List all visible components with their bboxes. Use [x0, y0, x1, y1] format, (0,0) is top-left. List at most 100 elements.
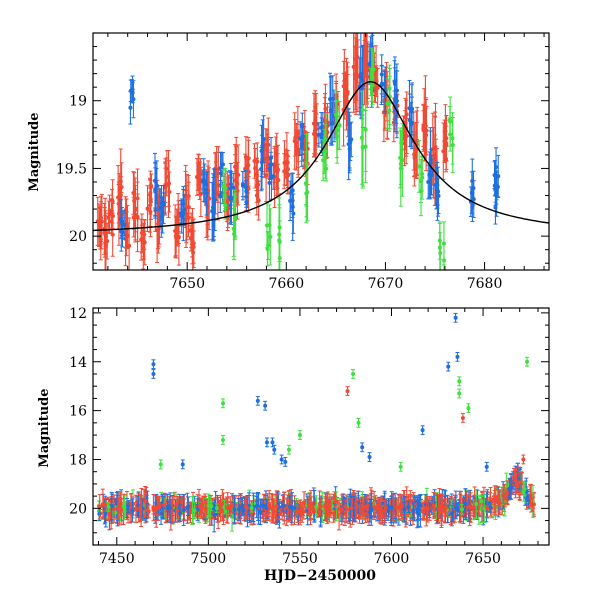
red-point	[442, 119, 447, 163]
red-point	[254, 169, 259, 203]
data-point	[223, 186, 228, 191]
plot-area	[97, 312, 536, 533]
green-point	[387, 68, 392, 126]
red-point	[195, 162, 200, 191]
green-point	[441, 221, 446, 266]
data-point	[110, 199, 115, 204]
data-point	[156, 221, 161, 226]
y-tick-label: 20	[69, 229, 87, 245]
blue-point	[436, 177, 441, 215]
data-point	[188, 236, 193, 241]
data-point	[421, 123, 426, 128]
data-point	[314, 126, 319, 131]
data-point	[154, 183, 159, 188]
green-point	[305, 162, 310, 222]
blue-point	[330, 75, 335, 123]
blue-point	[493, 184, 498, 206]
red-point	[119, 162, 124, 212]
red-point	[145, 185, 150, 233]
data-point	[264, 173, 269, 178]
blue-point	[204, 171, 209, 198]
data-point	[360, 86, 365, 91]
data-point	[142, 232, 147, 237]
red-point	[110, 202, 115, 230]
red-point	[256, 180, 261, 221]
data-point	[305, 190, 310, 195]
green-point	[222, 179, 227, 212]
green-point	[385, 78, 390, 130]
data-point	[324, 166, 329, 171]
data-point	[135, 215, 140, 220]
data-point	[127, 243, 132, 248]
data-point	[348, 139, 353, 144]
data-point	[436, 193, 441, 198]
green-point	[418, 166, 423, 217]
data-point	[424, 133, 429, 138]
data-point	[407, 106, 412, 111]
data-point	[153, 188, 158, 193]
data-point	[244, 194, 249, 199]
data-point	[369, 83, 374, 88]
data-point	[182, 207, 187, 212]
blue-point	[409, 96, 414, 150]
data-point	[268, 234, 273, 239]
green-point	[277, 207, 282, 270]
x-tick-label: 7660	[268, 276, 304, 292]
data-point	[266, 243, 271, 248]
red-point	[188, 225, 193, 252]
red-point	[186, 198, 191, 238]
data-point	[330, 96, 335, 101]
blue-point	[244, 186, 249, 208]
green-point	[335, 108, 340, 164]
green-point	[360, 105, 365, 189]
data-point	[360, 144, 365, 149]
data-point	[254, 184, 259, 189]
data-point	[244, 166, 249, 171]
data-point	[107, 211, 112, 216]
data-point	[105, 239, 110, 244]
red-point	[337, 500, 342, 531]
model-curve	[93, 81, 549, 232]
red-point	[424, 98, 429, 172]
data-point	[352, 72, 357, 77]
red-point	[139, 224, 144, 254]
data-point	[268, 162, 273, 167]
red-point	[127, 217, 132, 270]
data-point	[394, 88, 399, 93]
blue-point	[382, 70, 387, 98]
green-point	[437, 221, 442, 260]
data-point	[128, 88, 133, 93]
data-point	[337, 123, 342, 128]
red-point	[282, 140, 287, 186]
data-point	[312, 131, 317, 136]
data-point	[277, 239, 282, 244]
data-point	[431, 160, 436, 165]
blue-point	[316, 122, 321, 148]
data-point	[119, 185, 124, 190]
red-point	[295, 105, 300, 162]
data-point	[228, 182, 233, 187]
blue-point	[348, 122, 353, 161]
data-point	[186, 215, 191, 220]
data-point	[98, 215, 103, 220]
data-point	[103, 229, 108, 234]
red-point	[175, 208, 180, 244]
data-point	[204, 182, 209, 187]
data-point	[139, 237, 144, 242]
data-point	[364, 58, 369, 63]
x-tick-label: 7650	[169, 276, 205, 292]
blue-point	[211, 168, 216, 238]
data-point	[201, 178, 206, 183]
data-point	[173, 228, 178, 233]
data-point	[335, 134, 340, 139]
data-point	[259, 167, 264, 172]
data-point	[284, 152, 289, 157]
data-point	[265, 223, 270, 228]
x-tick-label: 7670	[368, 276, 404, 292]
blue-point	[259, 146, 264, 192]
data-point	[220, 162, 225, 167]
data-point	[246, 163, 251, 168]
data-point	[256, 198, 261, 203]
data-point	[398, 166, 403, 171]
red-point	[148, 177, 153, 233]
